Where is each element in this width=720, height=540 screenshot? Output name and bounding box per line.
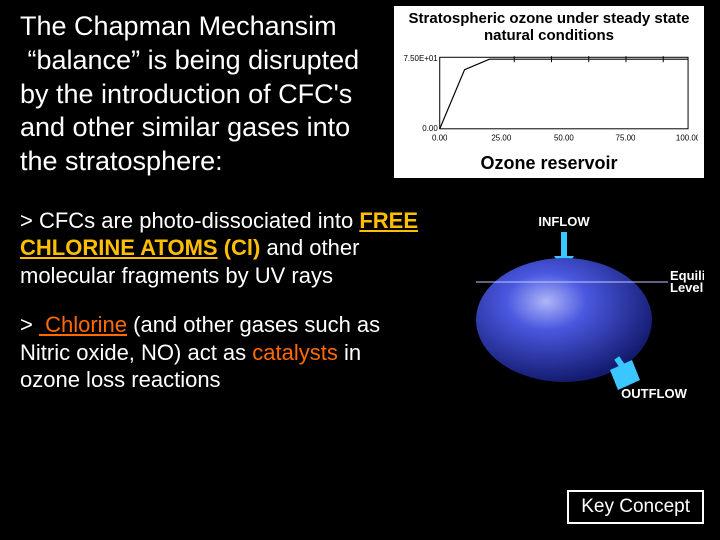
ozone-chart: 0.00 7.50E+01 0.00 25.00 50.00 75.00 100… [400, 49, 698, 149]
y-tick-1: 7.50E+01 [404, 54, 439, 63]
inflow-label: INFLOW [538, 214, 590, 229]
bullet-1-t1: CFCs are photo-dissociated into [39, 208, 359, 233]
y-tick-0: 0.00 [422, 123, 438, 132]
inflow-arrow-shaft [561, 232, 567, 256]
outflow-label: OUTFLOW [621, 386, 687, 401]
bullet-1-paren: (Cl) [218, 235, 267, 260]
x-tick-4: 100.00 [676, 133, 698, 142]
main-paragraph: The Chapman Mechansim “balance” is being… [20, 10, 390, 179]
x-tick-0: 0.00 [432, 133, 448, 142]
ozone-chart-panel: Stratospheric ozone under steady state n… [394, 6, 704, 178]
chart-caption: Ozone reservoir [400, 149, 698, 176]
bullet-2-hl1: Chlorine [39, 312, 127, 337]
bullet-2: > Chlorine (and other gases such as Nitr… [20, 311, 420, 394]
bullet-1-arrow: > [20, 208, 39, 233]
x-tick-3: 75.00 [616, 133, 636, 142]
bullet-2-arrow: > [20, 312, 39, 337]
x-tick-1: 25.00 [491, 133, 511, 142]
bullet-2-hl2: catalysts [252, 340, 338, 365]
chart-title: Stratospheric ozone under steady state n… [400, 10, 698, 49]
bullet-1: > CFCs are photo-dissociated into FREE C… [20, 207, 420, 290]
reservoir-diagram: INFLOW Equilibrium Level OUTFLOW [424, 210, 704, 410]
x-tick-2: 50.00 [554, 133, 574, 142]
equil-label-2: Level [670, 280, 703, 295]
reservoir-svg: INFLOW Equilibrium Level OUTFLOW [424, 210, 704, 410]
key-concept-box: Key Concept [567, 490, 704, 524]
slide-root: The Chapman Mechansim “balance” is being… [0, 0, 720, 540]
